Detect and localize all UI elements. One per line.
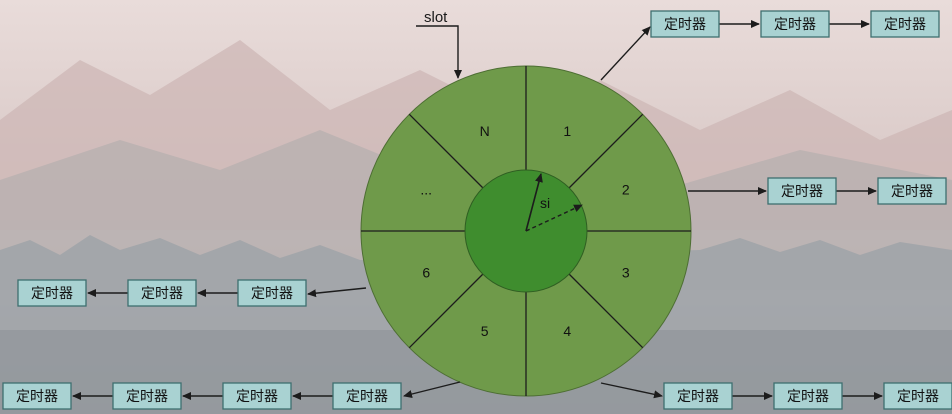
slot-label: 4 — [563, 323, 571, 339]
slot-callout-arrow — [416, 25, 462, 79]
timer-box — [2, 382, 72, 410]
slot-divider — [568, 273, 644, 349]
link-arrow — [600, 382, 663, 399]
timer-label: 定时器 — [236, 389, 278, 405]
timer-box — [760, 10, 830, 38]
slot-divider — [408, 273, 484, 349]
timer-label: 定时器 — [126, 389, 168, 405]
slot-label: 3 — [622, 264, 630, 280]
timer-box — [877, 177, 947, 205]
timer-label: 定时器 — [884, 17, 926, 33]
link-arrow — [600, 26, 651, 81]
slot-divider — [408, 113, 484, 189]
timer-label: 定时器 — [346, 389, 388, 405]
connection-arrows — [72, 20, 883, 400]
link-arrow — [403, 381, 461, 398]
current-pointer-arrow — [525, 173, 543, 232]
timer-box — [222, 382, 292, 410]
timer-label: 定时器 — [664, 17, 706, 33]
slot-label: ... — [420, 182, 432, 198]
timer-box — [237, 279, 307, 307]
timer-box — [112, 382, 182, 410]
timer-label: 定时器 — [677, 389, 719, 405]
timer-box — [870, 10, 940, 38]
timer-box — [663, 382, 733, 410]
link-arrow — [307, 287, 367, 298]
next-pointer-arrow — [525, 204, 583, 232]
timer-box — [127, 279, 197, 307]
timer-label: 定时器 — [251, 286, 293, 302]
timer-box — [883, 382, 952, 410]
timer-label: 定时器 — [891, 184, 933, 200]
slot-label: 6 — [422, 264, 430, 280]
slot-label: 2 — [622, 182, 630, 198]
timer-label: 定时器 — [897, 389, 939, 405]
slot-label-callout: slot — [424, 9, 448, 26]
timer-label: 定时器 — [31, 286, 73, 302]
timer-box — [767, 177, 837, 205]
timer-label: 定时器 — [141, 286, 183, 302]
timer-box — [650, 10, 720, 38]
pointer-label: si — [540, 195, 550, 211]
timer-box — [773, 382, 843, 410]
timer-box — [17, 279, 87, 307]
slot-divider — [568, 113, 644, 189]
slot-label: 5 — [481, 323, 489, 339]
timer-label: 定时器 — [781, 184, 823, 200]
timer-label: 定时器 — [787, 389, 829, 405]
timer-box — [332, 382, 402, 410]
timer-label: 定时器 — [774, 17, 816, 33]
slot-label: 1 — [563, 123, 571, 139]
timer-label: 定时器 — [16, 389, 58, 405]
time-wheel: 1 2 3 4 5 6... Nsi slot — [360, 9, 692, 397]
slot-label: N — [480, 123, 490, 139]
